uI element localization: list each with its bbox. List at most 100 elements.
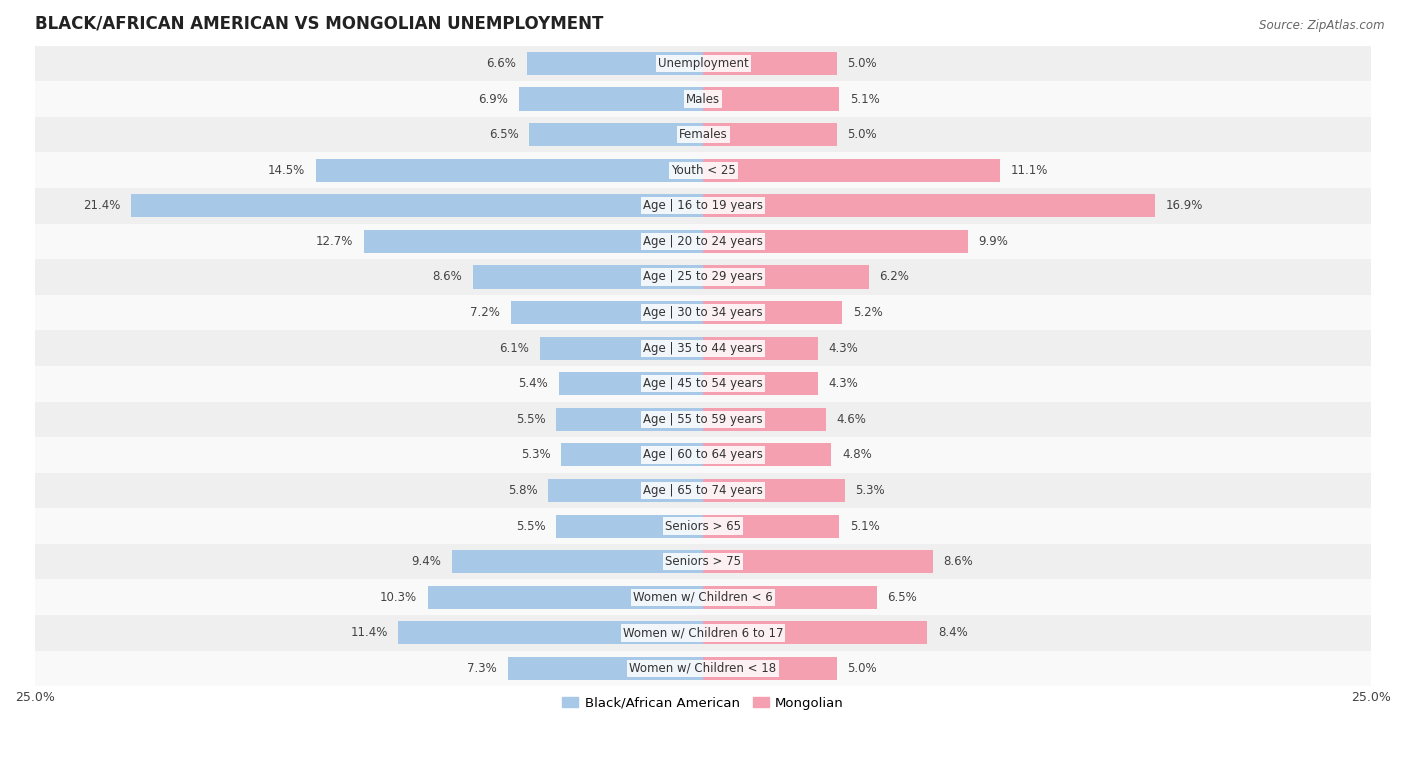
- Text: Age | 35 to 44 years: Age | 35 to 44 years: [643, 341, 763, 355]
- Bar: [529, 123, 703, 146]
- Bar: [315, 159, 703, 182]
- Text: Women w/ Children 6 to 17: Women w/ Children 6 to 17: [623, 626, 783, 640]
- Bar: [508, 657, 703, 680]
- Bar: [35, 366, 1371, 401]
- Text: 11.1%: 11.1%: [1011, 164, 1047, 176]
- Bar: [555, 408, 703, 431]
- Text: Women w/ Children < 18: Women w/ Children < 18: [630, 662, 776, 675]
- Text: 5.0%: 5.0%: [848, 662, 877, 675]
- Bar: [703, 123, 837, 146]
- Bar: [703, 52, 837, 75]
- Bar: [35, 401, 1371, 437]
- Text: 5.1%: 5.1%: [851, 92, 880, 105]
- Legend: Black/African American, Mongolian: Black/African American, Mongolian: [557, 691, 849, 715]
- Text: 5.3%: 5.3%: [522, 448, 551, 462]
- Text: Women w/ Children < 6: Women w/ Children < 6: [633, 590, 773, 604]
- Bar: [558, 372, 703, 395]
- Bar: [35, 152, 1371, 188]
- Text: 6.6%: 6.6%: [486, 57, 516, 70]
- Bar: [703, 479, 845, 502]
- Bar: [703, 408, 825, 431]
- Bar: [427, 586, 703, 609]
- Text: Unemployment: Unemployment: [658, 57, 748, 70]
- Text: Females: Females: [679, 128, 727, 141]
- Bar: [35, 259, 1371, 294]
- Text: 4.6%: 4.6%: [837, 413, 866, 426]
- Bar: [35, 223, 1371, 259]
- Text: Age | 60 to 64 years: Age | 60 to 64 years: [643, 448, 763, 462]
- Bar: [703, 444, 831, 466]
- Text: 5.1%: 5.1%: [851, 519, 880, 533]
- Text: Age | 55 to 59 years: Age | 55 to 59 years: [643, 413, 763, 426]
- Bar: [527, 52, 703, 75]
- Bar: [35, 330, 1371, 366]
- Text: 5.0%: 5.0%: [848, 57, 877, 70]
- Text: 4.8%: 4.8%: [842, 448, 872, 462]
- Bar: [561, 444, 703, 466]
- Bar: [35, 615, 1371, 651]
- Text: Seniors > 75: Seniors > 75: [665, 555, 741, 569]
- Bar: [555, 515, 703, 537]
- Bar: [35, 117, 1371, 152]
- Bar: [451, 550, 703, 573]
- Bar: [364, 230, 703, 253]
- Text: 9.4%: 9.4%: [411, 555, 441, 569]
- Text: Age | 16 to 19 years: Age | 16 to 19 years: [643, 199, 763, 212]
- Bar: [35, 45, 1371, 81]
- Text: BLACK/AFRICAN AMERICAN VS MONGOLIAN UNEMPLOYMENT: BLACK/AFRICAN AMERICAN VS MONGOLIAN UNEM…: [35, 15, 603, 33]
- Text: 5.5%: 5.5%: [516, 413, 546, 426]
- Text: 4.3%: 4.3%: [828, 377, 858, 391]
- Text: Males: Males: [686, 92, 720, 105]
- Bar: [703, 337, 818, 360]
- Text: 14.5%: 14.5%: [267, 164, 305, 176]
- Bar: [35, 294, 1371, 330]
- Bar: [474, 266, 703, 288]
- Bar: [35, 188, 1371, 223]
- Bar: [703, 586, 877, 609]
- Bar: [35, 437, 1371, 472]
- Bar: [131, 195, 703, 217]
- Text: 7.2%: 7.2%: [470, 306, 501, 319]
- Bar: [35, 81, 1371, 117]
- Text: Age | 45 to 54 years: Age | 45 to 54 years: [643, 377, 763, 391]
- Text: Age | 25 to 29 years: Age | 25 to 29 years: [643, 270, 763, 283]
- Text: 16.9%: 16.9%: [1166, 199, 1202, 212]
- Bar: [703, 195, 1154, 217]
- Text: 10.3%: 10.3%: [380, 590, 418, 604]
- Text: 5.0%: 5.0%: [848, 128, 877, 141]
- Bar: [703, 159, 1000, 182]
- Text: 8.4%: 8.4%: [938, 626, 967, 640]
- Text: 5.3%: 5.3%: [855, 484, 884, 497]
- Text: 8.6%: 8.6%: [433, 270, 463, 283]
- Text: Age | 65 to 74 years: Age | 65 to 74 years: [643, 484, 763, 497]
- Text: 6.1%: 6.1%: [499, 341, 529, 355]
- Bar: [703, 657, 837, 680]
- Text: 6.2%: 6.2%: [879, 270, 910, 283]
- Text: 9.9%: 9.9%: [979, 235, 1008, 248]
- Bar: [548, 479, 703, 502]
- Bar: [703, 372, 818, 395]
- Text: 5.8%: 5.8%: [508, 484, 537, 497]
- Text: 11.4%: 11.4%: [350, 626, 388, 640]
- Text: 5.4%: 5.4%: [519, 377, 548, 391]
- Text: 6.5%: 6.5%: [489, 128, 519, 141]
- Text: 12.7%: 12.7%: [315, 235, 353, 248]
- Text: 8.6%: 8.6%: [943, 555, 973, 569]
- Bar: [398, 621, 703, 644]
- Bar: [703, 230, 967, 253]
- Text: 6.5%: 6.5%: [887, 590, 917, 604]
- Text: Age | 20 to 24 years: Age | 20 to 24 years: [643, 235, 763, 248]
- Text: 5.2%: 5.2%: [852, 306, 883, 319]
- Bar: [703, 515, 839, 537]
- Bar: [35, 580, 1371, 615]
- Text: 5.5%: 5.5%: [516, 519, 546, 533]
- Bar: [510, 301, 703, 324]
- Bar: [35, 651, 1371, 687]
- Bar: [35, 544, 1371, 580]
- Text: 7.3%: 7.3%: [467, 662, 498, 675]
- Bar: [519, 88, 703, 111]
- Text: 4.3%: 4.3%: [828, 341, 858, 355]
- Bar: [703, 88, 839, 111]
- Bar: [703, 301, 842, 324]
- Bar: [703, 550, 932, 573]
